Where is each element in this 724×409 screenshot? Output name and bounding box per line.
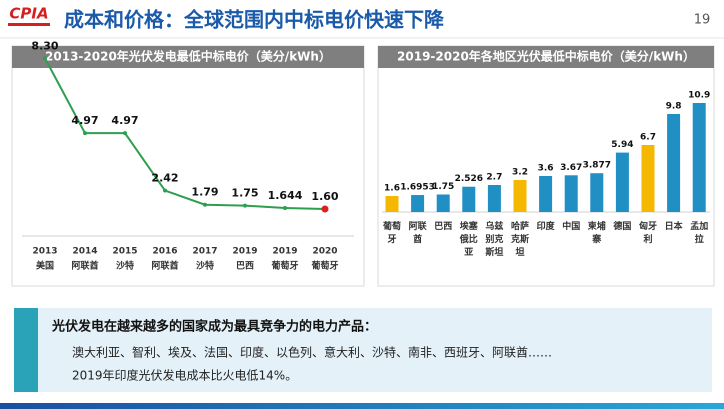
page-number: 19 [694,13,711,28]
data-label: 1.79 [191,186,218,199]
data-label: 4.97 [111,114,138,127]
data-label: 5.94 [611,140,633,150]
x-tick-label: 孟加拉 [690,220,708,245]
x-tick-label: 2016 [152,247,177,257]
x-tick-label: 巴西 [434,221,452,232]
point [321,205,329,213]
data-label: 2.7 [486,173,502,183]
data-label: 2.42 [151,172,178,185]
x-tick-label: 匈牙利 [638,220,657,245]
note-line: 2019年印度光伏发电成本比火电低14%。 [72,368,297,383]
point [203,202,207,207]
x-tick-label: 2020 [312,247,337,257]
point [43,56,47,61]
x-tick-label: 日本 [665,220,684,232]
bar [692,103,706,212]
bar [590,173,604,212]
x-tick-label: 2015 [112,247,137,257]
bar [564,175,578,212]
panel-header [378,46,714,68]
data-label: 3.67 [560,163,582,173]
point [283,206,287,211]
data-label: 3.2 [512,168,528,178]
data-label: 9.8 [666,102,682,112]
data-label: 3.877 [583,161,611,171]
x-tick-label: 埃塞俄比亚 [459,220,479,258]
point [163,188,167,193]
x-tick-label: 2019 [232,247,257,257]
bar [411,195,425,212]
bar [615,152,629,212]
chart-title: 2019-2020年各地区光伏最低中标电价（美分/kWh） [397,49,695,64]
data-label: 3.6 [538,164,554,174]
note-line: 澳大利亚、智利、埃及、法国、印度、以色列、意大利、沙特、南非、西班牙、阿联酋…… [72,345,552,360]
bar [641,145,655,212]
x-tick-label: 印度 [537,220,556,232]
point [243,203,247,208]
bar [667,114,681,212]
point [83,131,87,136]
data-label: 8.30 [31,39,58,52]
x-tick-sublabel: 阿联酋 [151,260,178,272]
panel [377,45,715,287]
data-label: 1.60 [311,190,338,203]
data-label: 1.6 [384,184,400,194]
note-box [38,308,712,392]
data-label: 10.9 [688,91,710,101]
x-tick-label: 2019 [272,247,297,257]
footer-bar [0,403,724,409]
data-label: 1.75 [231,187,258,200]
note-strip [14,308,38,392]
x-tick-sublabel: 美国 [36,260,54,272]
x-tick-label: 德国 [613,220,631,232]
bar [513,180,527,212]
data-label: 4.97 [71,114,98,127]
x-tick-sublabel: 沙特 [116,260,134,272]
x-tick-label: 中国 [562,220,580,232]
bar [462,186,476,212]
data-label: 1.75 [432,182,454,192]
x-tick-label: 柬埔寨 [587,220,606,245]
x-tick-sublabel: 葡萄牙 [270,260,298,272]
bar [487,185,501,212]
x-tick-sublabel: 葡萄牙 [310,260,338,272]
bar [385,196,399,212]
x-tick-label: 2017 [192,247,217,257]
bar [539,176,553,212]
data-label: 6.7 [640,133,656,143]
x-tick-label: 2014 [72,247,97,257]
data-label: 1.6953 [400,183,435,193]
line [44,57,326,210]
x-tick-label: 葡萄牙 [382,220,401,245]
data-label: 2.526 [455,174,483,184]
panel [11,45,365,287]
x-tick-sublabel: 沙特 [196,260,214,272]
slide-title: 成本和价格：全球范围内中标电价快速下降 [64,8,445,32]
x-tick-sublabel: 阿联酋 [71,260,98,272]
note-heading: 光伏发电在越来越多的国家成为最具竞争力的电力产品： [51,319,377,335]
chart-title: 2013-2020年光伏发电最低中标电价（美分/kWh） [45,49,331,64]
data-label: 1.644 [268,189,303,202]
x-tick-label: 乌兹别克斯坦 [484,220,503,258]
panel-header [12,46,364,68]
x-tick-label: 哈萨克斯坦 [511,220,529,258]
point [123,131,127,136]
x-tick-sublabel: 巴西 [236,261,254,272]
logo: CPIA [9,5,48,23]
x-tick-label: 阿联酋 [409,220,428,245]
bar [436,194,450,212]
x-tick-label: 2013 [32,247,57,257]
logo-bar [8,23,50,26]
